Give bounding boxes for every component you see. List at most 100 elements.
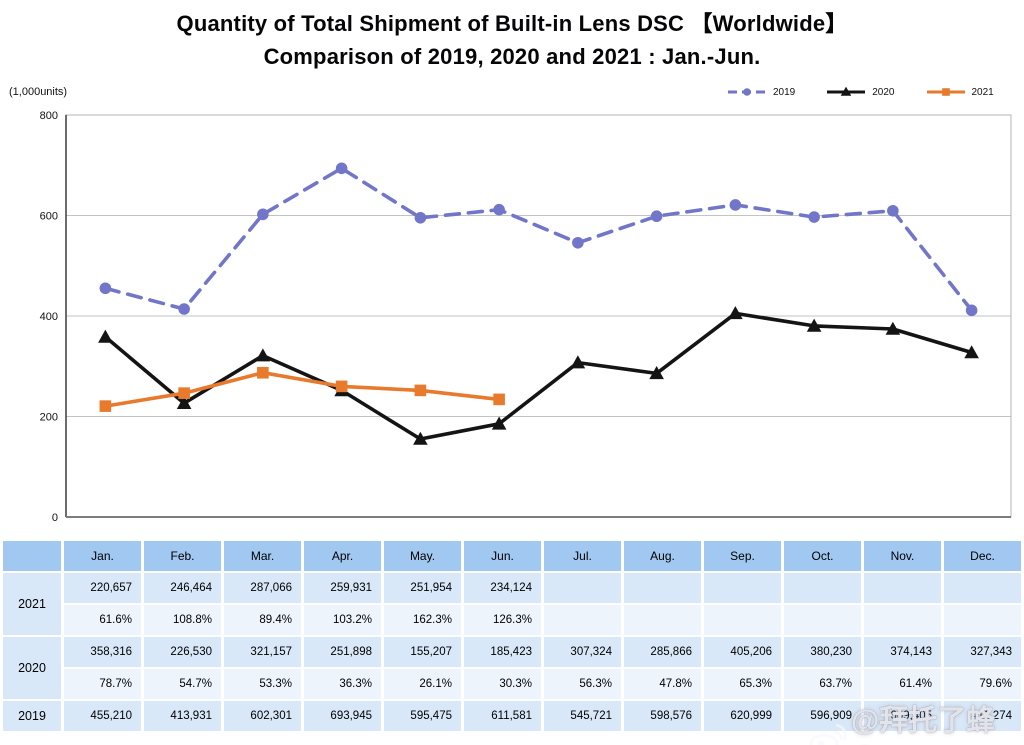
- legend-line-sample-2019-icon: [728, 88, 766, 96]
- yoy-percent-cell: 103.2%: [304, 605, 381, 635]
- month-header: May.: [384, 541, 461, 571]
- shipment-value-cell: 246,464: [144, 573, 221, 603]
- legend-item-2019: 2019: [726, 85, 795, 99]
- yoy-percent-cell: 65.3%: [704, 669, 781, 699]
- yoy-percent-cell: 56.3%: [544, 669, 621, 699]
- shipment-value-cell: 693,945: [304, 701, 381, 731]
- shipment-value-cell: 220,657: [64, 573, 141, 603]
- month-header: Jul.: [544, 541, 621, 571]
- table-corner-cell: [3, 541, 61, 571]
- shipment-value-cell: 259,931: [304, 573, 381, 603]
- shipment-value-cell: [624, 573, 701, 603]
- legend-item-2021: 2021: [925, 85, 994, 99]
- shipment-value-cell: 545,721: [544, 701, 621, 731]
- shipment-value-cell: [704, 573, 781, 603]
- table-row-yoy-2021: 61.6% 108.8% 89.4% 103.2% 162.3% 126.3%: [3, 605, 1021, 635]
- month-header: Aug.: [624, 541, 701, 571]
- month-header: Feb.: [144, 541, 221, 571]
- month-header: Apr.: [304, 541, 381, 571]
- yoy-percent-cell: 54.7%: [144, 669, 221, 699]
- table-body: 2021 220,657 246,464 287,066 259,931 251,954 2…: [3, 573, 1021, 731]
- shipment-value-cell: [944, 573, 1021, 603]
- shipment-value-cell: 598,576: [624, 701, 701, 731]
- shipment-value-cell: 226,530: [144, 637, 221, 667]
- table-header-row: Jan. Feb. Mar. Apr. May. Jun. Jul. Aug. Sep. Oct.…: [3, 541, 1021, 571]
- shipment-value-cell: 602,301: [224, 701, 301, 731]
- shipment-value-cell: 287,066: [224, 573, 301, 603]
- yoy-percent-cell: 126.3%: [464, 605, 541, 635]
- month-header: Mar.: [224, 541, 301, 571]
- year-label: 2020: [3, 637, 61, 699]
- y-axis-unit-label: (1,000units): [9, 86, 68, 98]
- shipment-value-cell: 405,206: [704, 637, 781, 667]
- yoy-percent-cell: 78.7%: [64, 669, 141, 699]
- legend-item-2020: 2020: [825, 85, 895, 99]
- yoy-percent-cell: 30.3%: [464, 669, 541, 699]
- table-row-shipments-2021: 2021 220,657 246,464 287,066 259,931 251,954 2…: [3, 573, 1021, 635]
- month-header: Dec.: [944, 541, 1021, 571]
- yoy-percent-cell: 36.3%: [304, 669, 381, 699]
- shipment-value-cell: 595,475: [384, 701, 461, 731]
- legend-line-sample-2021-icon: [926, 88, 965, 96]
- table-row-shipments-2020: 2020 358,316 226,530 321,157 251,898 155,207 1…: [3, 637, 1021, 699]
- yoy-percent-cell: [864, 605, 941, 635]
- shipment-value-cell: [864, 573, 941, 603]
- shipment-value-cell: 380,230: [784, 637, 861, 667]
- month-header: Jun.: [464, 541, 541, 571]
- shipment-value-cell: 251,898: [304, 637, 381, 667]
- shipment-value-cell: 185,423: [464, 637, 541, 667]
- yoy-percent-cell: 53.3%: [224, 669, 301, 699]
- shipment-value-cell: 251,954: [384, 573, 461, 603]
- shipment-value-cell: 620,999: [704, 701, 781, 731]
- year-label: 2019: [3, 701, 61, 731]
- yoy-percent-cell: 63.7%: [784, 669, 861, 699]
- yoy-percent-cell: 162.3%: [384, 605, 461, 635]
- shipment-value-cell: 611,581: [464, 701, 541, 731]
- yoy-percent-cell: 47.8%: [624, 669, 701, 699]
- table-row-shipments-2019: 2019 455,210 413,931 602,301 693,945 595,475 6…: [3, 701, 1021, 731]
- shipment-value-cell: [784, 573, 861, 603]
- chart-title: Quantity of Total Shipment of Built-in L…: [0, 7, 1024, 74]
- shipment-value-cell: 413,931: [144, 701, 221, 731]
- yoy-percent-cell: [784, 605, 861, 635]
- yoy-percent-cell: [704, 605, 781, 635]
- title-line-2: Comparison of 2019, 2020 and 2021 : Jan.…: [263, 44, 761, 70]
- svg-text:200: 200: [40, 412, 58, 424]
- svg-text:0: 0: [52, 512, 58, 524]
- svg-text:800: 800: [40, 110, 58, 122]
- data-table: Jan. Feb. Mar. Apr. May. Jun. Jul. Aug. Sep. Oct.…: [0, 539, 1024, 733]
- shipment-value-cell: 609,405: [864, 701, 941, 731]
- line-chart-plot: 0 200 400 600 800: [40, 110, 1012, 524]
- shipment-value-cell: 155,207: [384, 637, 461, 667]
- shipment-value-cell: 285,866: [624, 637, 701, 667]
- yoy-percent-cell: 79.6%: [944, 669, 1021, 699]
- legend-label-2020: 2020: [872, 86, 895, 98]
- yoy-percent-cell: [944, 605, 1021, 635]
- chart-legend: 2019 2020 2021: [726, 85, 994, 99]
- month-header: Nov.: [864, 541, 941, 571]
- yoy-percent-cell: 61.6%: [64, 605, 141, 635]
- month-header: Sep.: [704, 541, 781, 571]
- shipment-value-cell: 234,124: [464, 573, 541, 603]
- yoy-percent-cell: [624, 605, 701, 635]
- yoy-percent-cell: [544, 605, 621, 635]
- shipment-value-cell: 321,157: [224, 637, 301, 667]
- legend-label-2021: 2021: [971, 86, 994, 98]
- yoy-percent-cell: 89.4%: [224, 605, 301, 635]
- svg-text:400: 400: [40, 311, 58, 323]
- table-row-yoy-2020: 78.7% 54.7% 53.3% 36.3% 26.1% 30.3% 56.3% 47.8%…: [3, 669, 1021, 699]
- shipment-value-cell: 455,210: [64, 701, 141, 731]
- legend-label-2019: 2019: [773, 86, 796, 98]
- shipment-value-cell: [544, 573, 621, 603]
- shipment-value-cell: 596,909: [784, 701, 861, 731]
- month-header: Oct.: [784, 541, 861, 571]
- yoy-percent-cell: 108.8%: [144, 605, 221, 635]
- title-line-1: Quantity of Total Shipment of Built-in L…: [176, 11, 848, 36]
- shipment-value-cell: 358,316: [64, 637, 141, 667]
- month-header: Jan.: [64, 541, 141, 571]
- svg-text:600: 600: [40, 211, 58, 223]
- year-label: 2021: [3, 573, 61, 635]
- shipment-value-cell: 411,274: [944, 701, 1021, 731]
- yoy-percent-cell: 26.1%: [384, 669, 461, 699]
